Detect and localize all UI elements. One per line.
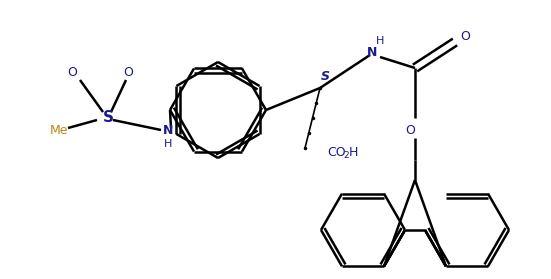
Text: O: O [67, 66, 77, 78]
Text: Me: Me [50, 124, 68, 136]
Text: H: H [164, 139, 172, 149]
Text: N: N [163, 124, 173, 136]
Text: 2: 2 [343, 151, 349, 160]
Text: H: H [349, 146, 358, 160]
Text: O: O [123, 66, 133, 78]
Text: CO: CO [327, 146, 345, 160]
Text: S: S [102, 110, 114, 126]
Text: N: N [367, 47, 377, 59]
Text: S: S [321, 69, 329, 83]
Text: O: O [405, 124, 415, 136]
Text: O: O [460, 30, 470, 44]
Text: H: H [376, 36, 384, 46]
